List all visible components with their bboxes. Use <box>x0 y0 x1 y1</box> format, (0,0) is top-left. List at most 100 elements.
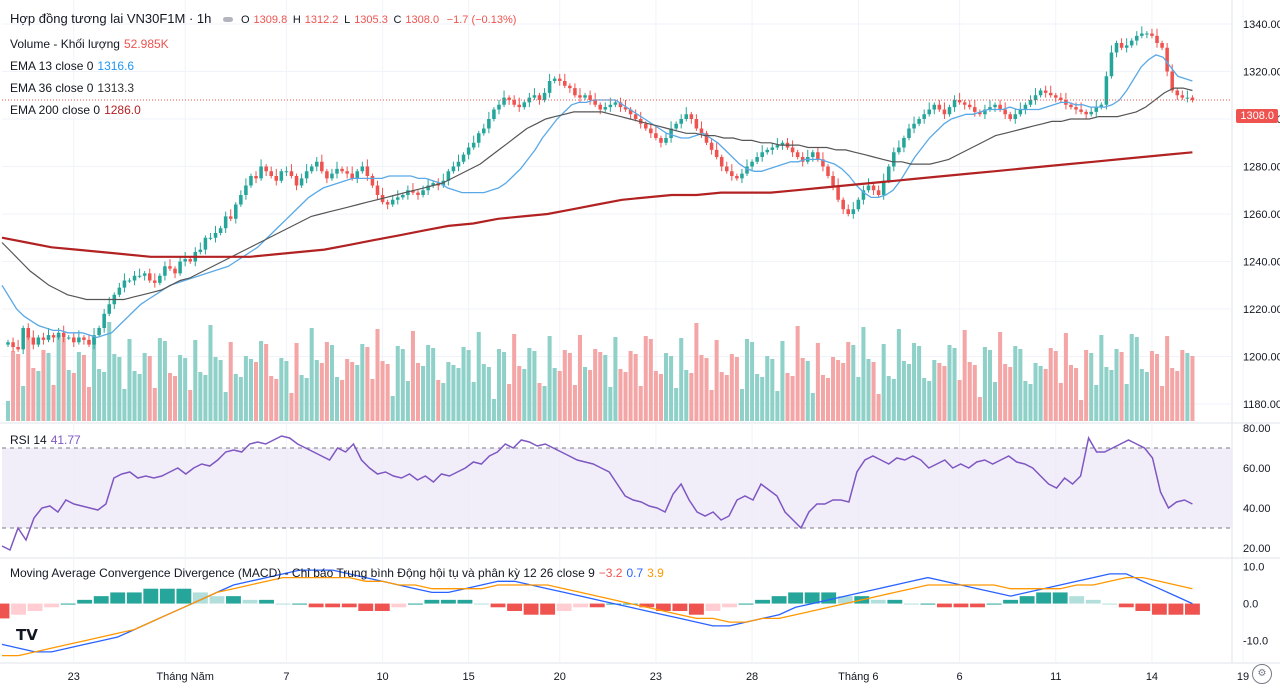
volume-bar <box>36 371 41 421</box>
rsi-line <box>1 435 1193 552</box>
candle-body <box>158 275 162 283</box>
ema13-value: 1316.6 <box>97 59 135 73</box>
candle-body <box>795 152 800 157</box>
volume-bar <box>679 338 684 421</box>
macd-histogram-bar <box>1052 592 1068 604</box>
volume-bar <box>254 362 259 421</box>
volume-bar <box>1043 369 1048 421</box>
time-tick-label: 23 <box>68 671 80 683</box>
candle-body <box>557 78 562 81</box>
volume-bar <box>41 350 46 421</box>
candle-body <box>421 190 425 195</box>
candle-body <box>77 337 81 343</box>
volume-bar <box>901 361 906 421</box>
macd-histogram-bar <box>176 588 192 604</box>
volume-bar <box>603 355 608 421</box>
symbol-legend[interactable]: Hợp đồng tương lai VN30F1M · 1h O 1309.8 … <box>10 12 520 27</box>
macd-histogram-bar <box>391 603 407 608</box>
time-tick-label: 6 <box>957 671 963 683</box>
candle-body <box>492 109 496 119</box>
volume-bar <box>638 386 643 421</box>
ema-line-1 <box>1 87 1193 301</box>
change-value: −1.7 (−0.13%) <box>446 14 517 26</box>
volume-bar <box>886 376 891 421</box>
volume-legend[interactable]: Volume - Khối lượng 52.985K <box>10 37 173 51</box>
volume-bar <box>1124 384 1129 421</box>
volume-bar <box>993 382 998 421</box>
macd-histogram-bar <box>1019 596 1035 604</box>
candle-body <box>881 180 886 195</box>
candle-body <box>411 190 415 193</box>
ema200-legend[interactable]: EMA 200 close 0 1286.0 <box>10 103 145 117</box>
volume-bar <box>998 332 1003 421</box>
candle-body <box>765 149 770 153</box>
candle-body <box>294 176 299 186</box>
volume-bar <box>294 343 299 421</box>
macd-histogram-bar <box>556 603 572 611</box>
candle-body <box>142 273 147 276</box>
volume-bar <box>1170 368 1175 421</box>
gear-icon[interactable]: ⚙ <box>1252 664 1272 684</box>
candle-body <box>800 157 805 162</box>
volume-bar <box>132 371 137 421</box>
volume-bar <box>871 362 876 421</box>
macd-histogram-bar <box>292 603 308 605</box>
time-tick-label: Tháng Năm <box>156 671 213 683</box>
volume-bar <box>1185 353 1190 421</box>
candle-body <box>967 104 972 108</box>
candle-body <box>461 154 466 162</box>
volume-bar <box>112 354 117 421</box>
volume-bar <box>61 338 66 421</box>
price-tick-label: 1340.00 <box>1243 19 1280 31</box>
volume-bar <box>664 353 669 421</box>
rsi-legend[interactable]: RSI 14 41.77 <box>10 433 85 447</box>
macd-histogram-bar <box>457 599 473 604</box>
macd-line-value: 0.7 <box>626 566 644 580</box>
candle-body <box>623 107 628 110</box>
tradingview-logo-icon[interactable]: TV <box>16 626 38 644</box>
volume-bar <box>304 378 309 421</box>
macd-histogram-bar <box>920 603 936 605</box>
candle-body <box>937 104 942 110</box>
volume-bar <box>618 369 623 421</box>
candle-body <box>355 171 360 179</box>
volume-bar <box>451 365 456 421</box>
volume-bar <box>405 381 410 421</box>
eye-icon[interactable] <box>223 17 234 23</box>
volume-bar <box>233 374 238 421</box>
macd-histogram-bar <box>953 603 969 608</box>
ema13-legend[interactable]: EMA 13 close 0 1316.6 <box>10 59 138 73</box>
volume-bar <box>390 396 395 421</box>
volume-bar <box>567 353 572 421</box>
candle-body <box>208 237 213 239</box>
volume-bar <box>598 352 603 421</box>
candle-body <box>552 78 557 81</box>
macd-histogram-bar <box>143 588 159 604</box>
volume-bar <box>340 380 345 421</box>
volume-bar <box>426 345 431 421</box>
candle-body <box>1134 35 1139 41</box>
macd-line <box>1 569 1193 653</box>
candle-body <box>694 119 699 129</box>
candle-body <box>456 161 461 167</box>
macd-histogram-bar <box>1151 603 1167 615</box>
volume-bar <box>694 323 699 421</box>
macd-legend[interactable]: Moving Average Convergence Divergence (M… <box>10 566 668 580</box>
candle-body <box>1043 90 1048 93</box>
volume-bar <box>709 390 714 421</box>
volume-bar <box>967 362 972 421</box>
volume-bar <box>1058 383 1063 421</box>
candle-body <box>264 166 268 172</box>
candle-body <box>314 161 319 167</box>
ema36-value: 1313.3 <box>97 81 135 95</box>
volume-bar <box>56 335 61 421</box>
macd-histogram-bar <box>407 603 423 605</box>
macd-histogram-bar <box>639 603 655 608</box>
macd-histogram-bar <box>490 603 506 608</box>
volume-bar <box>491 399 496 421</box>
candle-body <box>497 104 501 110</box>
candle-body <box>1089 111 1093 115</box>
candle-body <box>517 104 522 108</box>
ema36-legend[interactable]: EMA 36 close 0 1313.3 <box>10 81 138 95</box>
